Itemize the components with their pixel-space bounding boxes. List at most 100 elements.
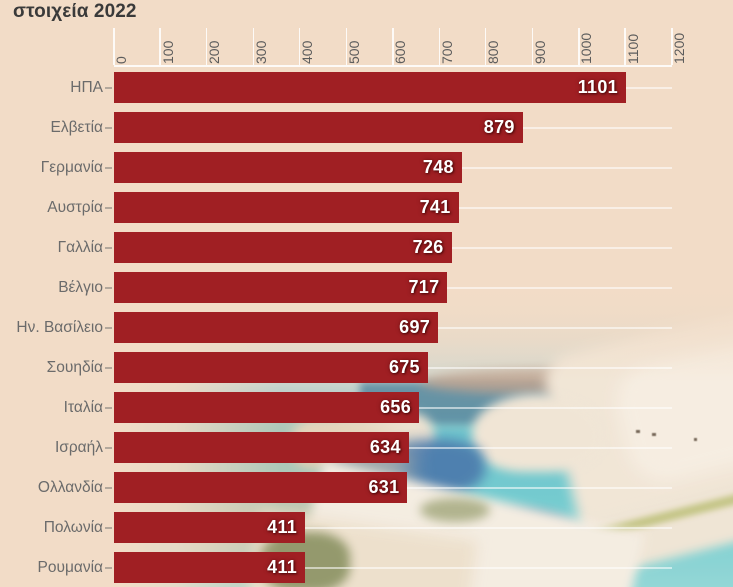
x-tick-mark (671, 28, 673, 65)
category-label: Ιταλία (63, 399, 103, 416)
bar: 634 (114, 432, 409, 463)
bar-row: ΗΠΑ 1101 (70, 67, 672, 107)
x-tick-label: 0 (113, 56, 129, 64)
x-tick-label: 100 (159, 40, 176, 64)
people-dot (652, 433, 656, 436)
category-label: Πολωνία (43, 519, 103, 536)
bar: 748 (114, 152, 462, 183)
x-axis-line (114, 65, 672, 67)
category-label: Ελβετία (50, 119, 103, 136)
value-label: 748 (422, 157, 454, 177)
bar: 411 (114, 512, 306, 543)
value-label: 879 (483, 117, 515, 137)
x-tick-mark (252, 28, 254, 65)
bar-row: Ολλανδία 631 (38, 467, 672, 507)
x-tick-mark (392, 28, 394, 65)
bar: 717 (114, 272, 448, 303)
bar: 411 (114, 552, 306, 583)
gridline (114, 567, 672, 569)
gridline (114, 527, 672, 529)
category-label: Βέλγιο (58, 279, 103, 296)
value-label: 1101 (577, 77, 618, 97)
bar-row: Ελβετία 879 (51, 107, 672, 147)
value-label: 411 (267, 557, 298, 577)
category-tick (105, 127, 112, 129)
value-label: 697 (399, 317, 431, 337)
x-tick-label: 400 (299, 40, 315, 64)
bar-row: Αυστρία 741 (47, 187, 672, 227)
value-label: 726 (412, 237, 444, 257)
category-label: Ην. Βασίλειο (16, 319, 103, 336)
bar: 741 (114, 192, 459, 223)
value-label: 411 (267, 517, 298, 537)
bar-row: Ιταλία 656 (64, 387, 672, 427)
people-dot (636, 430, 640, 433)
x-tick-mark (531, 28, 533, 65)
x-tick-label: 1200 (671, 32, 687, 64)
category-tick (105, 327, 112, 329)
category-tick (105, 527, 112, 529)
x-tick-label: 900 (531, 40, 548, 64)
bar-row: Σουηδία 675 (47, 347, 672, 387)
x-tick-mark (438, 28, 440, 65)
bar-row: Γαλλία 726 (58, 227, 672, 267)
x-tick-label: 1100 (624, 33, 641, 64)
category-tick (105, 407, 112, 409)
x-tick-label: 200 (206, 40, 222, 64)
x-tick-mark (159, 28, 161, 65)
bar: 656 (114, 392, 420, 423)
bar-row: Βέλγιο 717 (58, 267, 672, 307)
category-label: Γερμανία (40, 159, 103, 176)
x-tick-label: 300 (252, 40, 269, 64)
category-tick (105, 87, 112, 89)
green-tuft (420, 498, 490, 522)
value-label: 717 (408, 277, 440, 297)
bar-row: Ισραήλ 634 (55, 427, 672, 467)
category-label: Ολλανδία (37, 479, 103, 496)
x-tick-label: 700 (438, 40, 455, 64)
category-tick (105, 487, 112, 489)
category-label: Σουηδία (46, 359, 103, 376)
x-tick-mark (345, 28, 347, 65)
x-tick-mark (205, 28, 208, 65)
value-label: 741 (419, 197, 451, 217)
bar: 879 (114, 112, 523, 143)
x-tick-mark (113, 28, 115, 65)
category-tick (105, 247, 112, 249)
bar: 726 (114, 232, 452, 263)
category-tick (105, 167, 112, 169)
value-label: 634 (369, 437, 401, 457)
value-label: 675 (388, 357, 420, 377)
category-tick (105, 367, 112, 369)
x-tick-mark (624, 28, 626, 65)
x-tick-mark (484, 28, 487, 65)
x-tick-label: 1000 (578, 32, 594, 64)
category-label: Αυστρία (47, 199, 103, 216)
bar-row: Γερμανία 748 (41, 147, 672, 187)
bar: 675 (114, 352, 428, 383)
x-tick-label: 500 (345, 40, 362, 64)
bar-row: Πολωνία 411 (44, 507, 672, 547)
value-label: 631 (368, 477, 400, 497)
x-axis: 0 100 200 300 400 500 600 700 800 900 1000 1100 1200 (113, 28, 687, 67)
bar-row: Ην. Βασίλειο 697 (16, 307, 672, 347)
category-label: ΗΠΑ (70, 79, 103, 96)
category-label: Γαλλία (57, 239, 103, 256)
chart-title: στοιχεία 2022 (13, 1, 137, 22)
people-dot (694, 438, 697, 441)
category-tick (105, 207, 112, 209)
bar-chart: 0 100 200 300 400 500 600 700 800 900 1000 1100 1200… (16, 28, 687, 587)
bar: 631 (114, 472, 408, 503)
category-label: Ρουμανία (37, 559, 103, 576)
category-tick (105, 287, 112, 289)
x-tick-label: 600 (392, 40, 408, 64)
x-tick-mark (298, 28, 301, 65)
x-tick-label: 800 (485, 40, 501, 64)
bar: 1101 (114, 72, 626, 103)
category-tick (105, 567, 112, 569)
bar-row: Ρουμανία 411 (38, 547, 672, 587)
category-tick (105, 447, 112, 449)
value-label: 656 (380, 397, 412, 417)
category-label: Ισραήλ (54, 439, 103, 456)
